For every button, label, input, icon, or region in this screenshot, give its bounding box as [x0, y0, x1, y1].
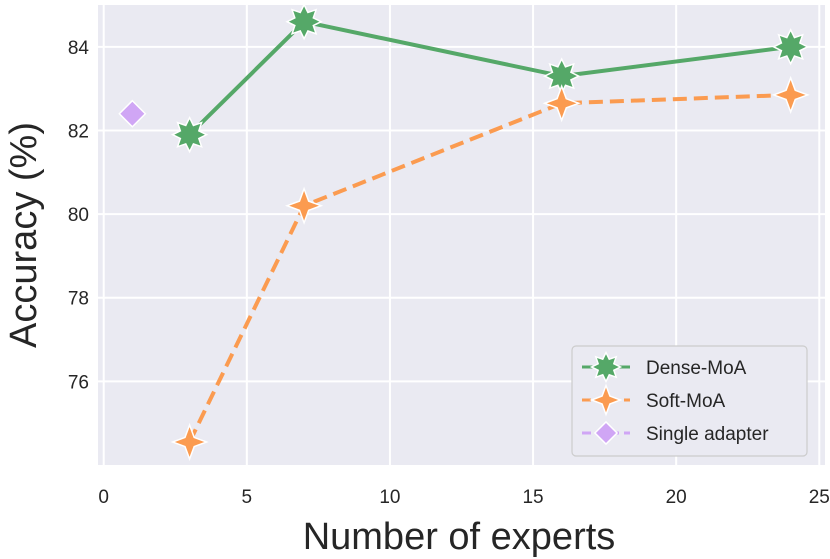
y-tick-label: 82 [68, 121, 89, 142]
gridlines [98, 5, 825, 465]
y-axis-title: Accuracy (%) [3, 122, 45, 348]
x-tick-label: 0 [98, 487, 109, 508]
dense-moa-point [170, 115, 209, 154]
legend-dense-moa-marker [589, 350, 623, 384]
soft-moa-point [284, 186, 324, 225]
x-tick-label: 15 [522, 487, 543, 508]
y-tick-label: 78 [68, 289, 89, 310]
legend-dense-moa-label: Dense-MoA [646, 358, 747, 379]
y-axis-ticks: 76 78 80 82 84 [68, 38, 90, 394]
x-axis-title: Number of experts [303, 516, 616, 558]
soft-moa-point [771, 75, 810, 115]
legend: Dense-MoA Soft-MoA Single adapter [571, 345, 808, 457]
single-adapter-point [118, 99, 147, 128]
series-layer [118, 3, 810, 462]
legend-box [571, 345, 808, 457]
dense-moa-point [771, 28, 810, 66]
legend-soft-moa-label: Soft-MoA [646, 391, 726, 412]
legend-single-adapter-label: Single adapter [646, 424, 769, 445]
x-tick-label: 10 [379, 487, 400, 508]
x-tick-label: 5 [242, 487, 253, 508]
y-tick-label: 80 [68, 205, 89, 226]
legend-soft-moa-marker [589, 383, 623, 417]
y-tick-label: 84 [68, 38, 90, 59]
x-tick-label: 25 [809, 487, 830, 508]
dense-moa-line [188, 19, 791, 137]
soft-moa-point [170, 422, 209, 462]
x-axis-ticks: 0 5 10 15 20 25 [98, 487, 829, 508]
x-tick-label: 20 [666, 487, 687, 508]
y-tick-label: 76 [68, 372, 89, 393]
soft-moa-line [187, 92, 791, 443]
dense-moa-point [285, 3, 323, 41]
legend-single-adapter-marker [593, 420, 619, 446]
legend-items: Dense-MoA Soft-MoA Single adapter [582, 350, 769, 446]
soft-moa-point [542, 84, 581, 123]
